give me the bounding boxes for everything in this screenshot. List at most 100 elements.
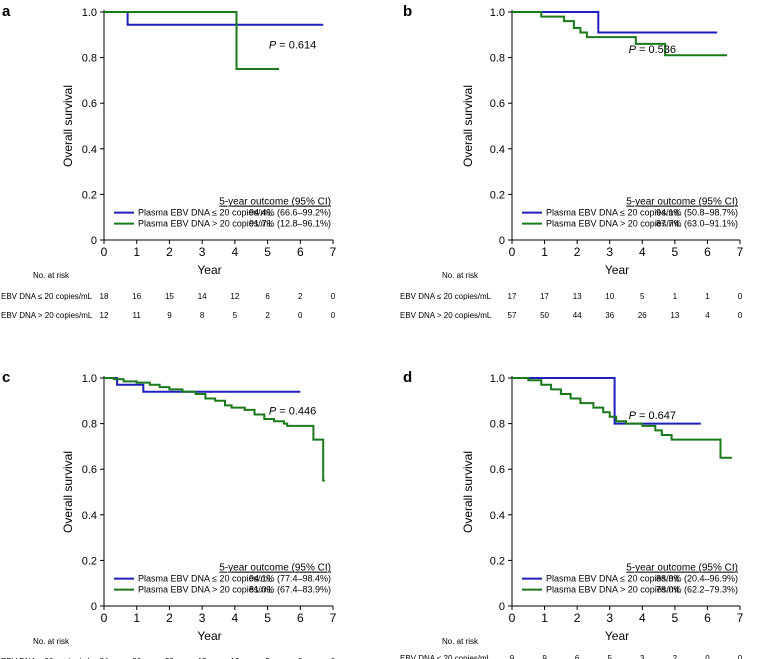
p-value: = 0.536	[636, 44, 676, 56]
survival-curve-high-ebv	[104, 377, 325, 482]
survival-curve-high-ebv	[512, 377, 732, 459]
x-tick-label: 3	[606, 611, 613, 625]
y-tick-label: 0.2	[82, 555, 97, 567]
legend-outcome: 78.0% (62.2–79.3%)	[656, 585, 738, 595]
legend-outcome: 94.4% (66.6–99.2%)	[249, 208, 331, 218]
risk-count: 2	[673, 654, 678, 659]
p-value: = 0.647	[636, 410, 676, 422]
legend-header: 5-year outcome (95% CI)	[626, 563, 738, 574]
risk-count: 1	[673, 292, 678, 301]
risk-count: 30	[132, 657, 141, 659]
x-tick-label: 4	[232, 245, 239, 259]
y-tick-label: 0.6	[490, 98, 505, 110]
risk-count: 44	[573, 311, 582, 320]
risk-count: 0	[738, 292, 743, 301]
x-tick-label: 3	[199, 245, 206, 259]
y-tick-label: 0.8	[490, 53, 505, 65]
legend-series-name: Plasma EBV DNA > 20 copies/mL	[138, 585, 273, 595]
risk-count: 3	[640, 654, 645, 659]
x-tick-label: 4	[639, 245, 646, 259]
survival-curve-low-ebv	[512, 377, 701, 425]
legend-outcome: 91.7% (12.8–96.1%)	[249, 219, 331, 229]
y-tick-label: 0	[91, 601, 97, 613]
y-tick-label: 0	[91, 235, 97, 247]
y-axis-label: Overall survival	[461, 85, 475, 167]
risk-count: 13	[670, 311, 679, 320]
x-tick-label: 4	[639, 611, 646, 625]
x-axis-label: Year	[605, 263, 629, 277]
risk-count: 34	[100, 657, 109, 659]
y-tick-label: 0.6	[82, 98, 97, 110]
legend-header: 5-year outcome (95% CI)	[626, 197, 738, 208]
risk-count: 8	[200, 311, 205, 320]
legend-series-name: Plasma EBV DNA ≤ 20 copies/mL	[546, 208, 681, 218]
x-tick-label: 6	[704, 245, 711, 259]
legend-outcome: 87.7% (63.0–91.1%)	[656, 219, 738, 229]
x-tick-label: 6	[297, 611, 304, 625]
x-tick-label: 6	[704, 611, 711, 625]
y-tick-label: 1.0	[82, 373, 97, 385]
x-tick-label: 7	[737, 611, 744, 625]
x-tick-label: 5	[264, 245, 271, 259]
y-tick-label: 0.2	[82, 189, 97, 201]
risk-count: 6	[265, 292, 270, 301]
legend-series-name: Plasma EBV DNA > 20 copies/mL	[138, 219, 273, 229]
y-tick-label: 0.4	[82, 144, 97, 156]
y-axis-label: Overall survival	[61, 451, 75, 533]
risk-count: 5	[607, 654, 612, 659]
risk-count: 6	[575, 654, 580, 659]
x-tick-label: 1	[541, 245, 548, 259]
y-tick-label: 0.6	[82, 464, 97, 476]
risk-count: 57	[508, 311, 517, 320]
p-symbol: P	[629, 410, 637, 422]
legend-outcome: 88.9% (20.4–96.9%)	[656, 574, 738, 584]
p-value-annotation: P = 0.647	[629, 410, 676, 422]
y-tick-label: 0	[499, 235, 505, 247]
x-tick-label: 3	[199, 611, 206, 625]
legend-outcome: 81.0% (67.4–83.9%)	[249, 585, 331, 595]
x-tick-label: 1	[541, 611, 548, 625]
risk-count: 26	[638, 311, 647, 320]
risk-count: 0	[738, 311, 743, 320]
risk-count: 23	[165, 657, 174, 659]
risk-count: 2	[298, 292, 303, 301]
x-tick-label: 5	[672, 611, 679, 625]
legend-header: 5-year outcome (95% CI)	[219, 197, 331, 208]
risk-count: 10	[605, 292, 614, 301]
risk-count: 16	[132, 292, 141, 301]
x-tick-label: 4	[232, 611, 239, 625]
risk-table-header: No. at risk	[33, 271, 70, 280]
legend-series-name: Plasma EBV DNA ≤ 20 copies/mL	[138, 574, 273, 584]
x-tick-label: 2	[166, 611, 173, 625]
risk-count: 0	[331, 657, 336, 659]
risk-count: 11	[133, 311, 142, 320]
risk-count: 0	[298, 311, 303, 320]
risk-row-label: EBV DNA ≤ 20 copies/mL	[400, 654, 492, 659]
survival-curve-high-ebv	[104, 11, 279, 70]
legend-outcome: 94.1% (50.8–98.7%)	[656, 208, 738, 218]
x-tick-label: 3	[606, 245, 613, 259]
x-axis-label: Year	[605, 629, 629, 643]
y-tick-label: 0.2	[490, 189, 505, 201]
x-tick-label: 5	[672, 245, 679, 259]
x-axis-label: Year	[197, 629, 221, 643]
risk-count: 13	[230, 657, 239, 659]
risk-count: 17	[540, 292, 549, 301]
risk-table-header: No. at risk	[33, 637, 70, 646]
risk-count: 0	[298, 657, 303, 659]
y-tick-label: 1.0	[82, 7, 97, 19]
x-tick-label: 7	[330, 611, 337, 625]
risk-table-header: No. at risk	[442, 271, 479, 280]
y-tick-label: 0.4	[490, 144, 505, 156]
p-value-annotation: P = 0.536	[629, 44, 676, 56]
risk-count: 0	[331, 311, 336, 320]
y-tick-label: 1.0	[490, 7, 505, 19]
y-tick-label: 0.6	[490, 464, 505, 476]
panel-label: d	[403, 369, 412, 386]
y-axis-label: Overall survival	[61, 85, 75, 167]
risk-count: 17	[508, 292, 517, 301]
risk-count: 15	[198, 657, 207, 659]
legend-header: 5-year outcome (95% CI)	[219, 563, 331, 574]
